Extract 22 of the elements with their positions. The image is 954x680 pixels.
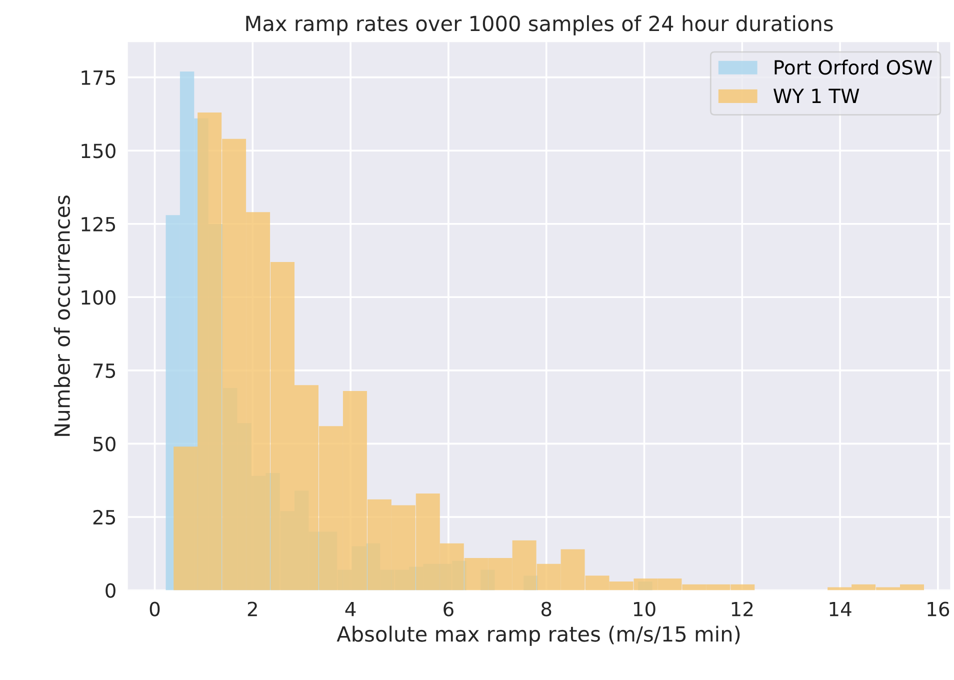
y-tick-label: 0 bbox=[106, 583, 116, 598]
y-tick-label: 50 bbox=[93, 436, 116, 452]
x-tick-label: 4 bbox=[345, 602, 356, 616]
x-axis-title: Absolute max ramp rates (m/s/15 min) bbox=[336, 626, 740, 646]
legend-label: Port Orford OSW bbox=[774, 60, 932, 75]
x-tick-label: 6 bbox=[444, 602, 454, 616]
legend-label: WY 1 TW bbox=[774, 88, 860, 103]
x-tick-label: 14 bbox=[830, 602, 852, 616]
y-axis-title: Number of occurrences bbox=[54, 196, 70, 436]
y-tick-label: 100 bbox=[82, 290, 116, 305]
y-tick-label: 75 bbox=[94, 364, 116, 378]
y-tick-label: 150 bbox=[82, 144, 116, 158]
y-tick-label: 125 bbox=[82, 216, 116, 232]
x-tick-label: 16 bbox=[928, 602, 950, 616]
y-tick-label: 25 bbox=[93, 510, 116, 525]
x-tick-label: 10 bbox=[634, 602, 656, 616]
chart-title: Max ramp rates over 1000 samples of 24 hour durations bbox=[246, 15, 833, 36]
x-tick-label: 8 bbox=[541, 602, 552, 616]
x-tick-label: 2 bbox=[248, 602, 257, 616]
x-tick-label: 12 bbox=[732, 602, 753, 616]
x-tick-label: 0 bbox=[150, 602, 160, 616]
y-tick-label: 175 bbox=[82, 70, 116, 85]
